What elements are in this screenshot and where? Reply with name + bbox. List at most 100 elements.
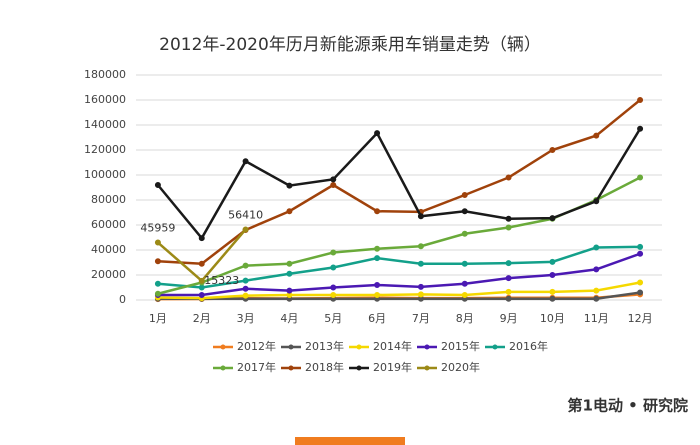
x-tick-label: 4月 xyxy=(280,312,298,325)
x-tick-label: 6月 xyxy=(368,312,386,325)
data-point xyxy=(461,280,468,287)
legend-marker xyxy=(356,365,362,371)
x-tick-label: 8月 xyxy=(456,312,474,325)
data-point xyxy=(286,208,293,215)
data-point xyxy=(593,266,600,273)
data-point xyxy=(505,295,512,302)
data-point xyxy=(286,260,293,267)
data-point xyxy=(198,260,205,267)
data-point xyxy=(461,230,468,237)
data-point xyxy=(330,284,337,291)
data-point xyxy=(154,258,161,265)
data-point xyxy=(198,292,205,298)
y-tick-label: 80000 xyxy=(91,193,126,206)
legend-label: 2014年 xyxy=(373,339,412,353)
x-tick-label: 5月 xyxy=(324,312,342,325)
data-point xyxy=(461,292,468,298)
data-point xyxy=(417,291,424,298)
data-point xyxy=(593,295,600,302)
data-point xyxy=(374,208,381,215)
data-point xyxy=(637,174,644,181)
data-point xyxy=(374,245,381,252)
data-point xyxy=(198,277,205,284)
data-point xyxy=(549,215,556,222)
data-point xyxy=(242,285,249,292)
data-point xyxy=(637,125,644,132)
data-point xyxy=(286,270,293,277)
footer-brand: 第1电动 • 研究院 xyxy=(568,397,688,415)
legend-marker xyxy=(288,365,294,371)
data-point xyxy=(242,226,249,233)
x-tick-label: 3月 xyxy=(237,312,255,325)
data-point xyxy=(549,147,556,153)
data-point xyxy=(593,287,600,294)
y-tick-label: 100000 xyxy=(84,168,126,181)
data-point xyxy=(505,288,512,295)
legend-label: 2019年 xyxy=(373,360,412,374)
data-point xyxy=(461,208,468,215)
x-tick-label: 10月 xyxy=(540,312,565,325)
legend-label: 2015年 xyxy=(441,339,480,353)
data-point xyxy=(505,215,512,222)
legend-marker xyxy=(424,365,430,371)
x-tick-label: 2月 xyxy=(193,312,211,325)
series-line xyxy=(157,99,641,266)
data-point xyxy=(549,258,556,265)
legend-label: 2012年 xyxy=(237,339,276,353)
footer-bar xyxy=(295,437,405,445)
data-point xyxy=(637,279,644,286)
data-point xyxy=(637,289,644,296)
data-point xyxy=(505,174,512,181)
data-point xyxy=(593,132,600,139)
data-point xyxy=(549,295,556,302)
data-point xyxy=(461,260,468,267)
data-point xyxy=(505,260,512,267)
data-point xyxy=(549,288,556,295)
data-point xyxy=(154,280,161,287)
x-tick-label: 12月 xyxy=(628,312,653,325)
x-tick-label: 9月 xyxy=(500,312,518,325)
series-line xyxy=(157,252,641,297)
y-tick-label: 180000 xyxy=(84,68,126,81)
series-line xyxy=(157,281,641,300)
series-line xyxy=(157,291,641,300)
data-point xyxy=(198,235,205,242)
y-tick-label: 0 xyxy=(119,293,126,306)
data-label: 15323 xyxy=(204,274,239,287)
data-point xyxy=(242,262,249,269)
data-point xyxy=(330,249,337,256)
x-tick-label: 1月 xyxy=(149,312,167,325)
y-tick-label: 20000 xyxy=(91,268,126,281)
data-point xyxy=(330,292,337,298)
data-point xyxy=(330,264,337,271)
y-tick-label: 60000 xyxy=(91,218,126,231)
legend-label: 2020年 xyxy=(441,360,480,374)
y-tick-label: 40000 xyxy=(91,243,126,256)
data-point xyxy=(374,292,381,298)
data-point xyxy=(637,243,644,250)
data-point xyxy=(242,277,249,284)
legend-marker xyxy=(220,365,226,371)
data-point xyxy=(505,275,512,282)
legend-marker xyxy=(220,344,226,350)
data-point xyxy=(154,182,161,188)
data-point xyxy=(417,243,424,250)
legend-marker xyxy=(288,344,294,350)
data-point xyxy=(286,182,293,189)
data-point xyxy=(242,292,249,299)
series-line xyxy=(157,245,641,289)
legend-label: 2016年 xyxy=(509,339,548,353)
data-point xyxy=(637,97,644,103)
data-label: 56410 xyxy=(228,208,263,221)
y-tick-label: 160000 xyxy=(84,93,126,106)
data-point xyxy=(286,287,293,294)
series-line xyxy=(156,128,642,241)
legend-label: 2018年 xyxy=(305,360,344,374)
data-point xyxy=(593,198,600,205)
data-point xyxy=(505,224,512,231)
data-point xyxy=(154,290,161,297)
data-point xyxy=(549,272,556,278)
legend-label: 2013年 xyxy=(305,339,344,353)
legend-marker xyxy=(356,344,362,350)
